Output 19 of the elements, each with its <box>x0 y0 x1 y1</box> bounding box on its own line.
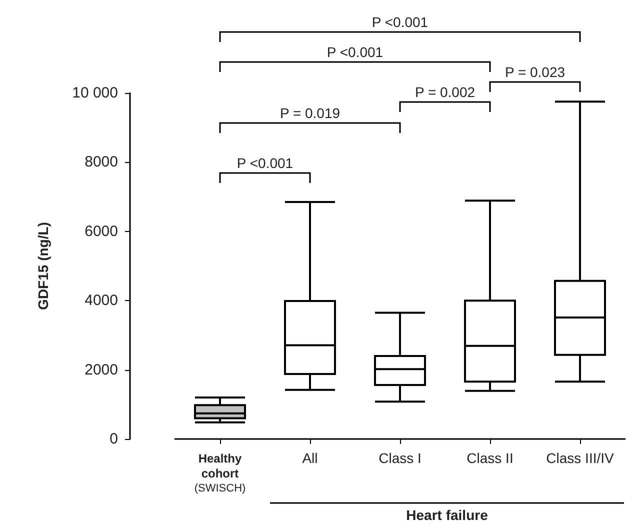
y-tick-label: 0 <box>110 430 118 448</box>
y-tick-label: 10 000 <box>72 84 118 102</box>
y-tick-label: 2000 <box>84 361 118 378</box>
text: P <0.001 <box>326 44 384 60</box>
x-tick-label: Healthy cohort (SWISCH) <box>194 452 246 494</box>
annotation: P <0.001 <box>236 155 294 171</box>
y-tick-label: 4000 <box>84 292 118 310</box>
text: P = 0.023 <box>504 64 566 80</box>
x-tick-label: Class II <box>466 450 514 466</box>
x-tick-label: Class III/IV <box>546 450 614 466</box>
x-tick-label: Class I <box>378 450 422 466</box>
text: P <0.001 <box>372 14 428 30</box>
text: Heart failure <box>406 507 488 523</box>
x-tick-label: All <box>302 450 318 466</box>
annotation: P = 0.019 <box>280 105 340 121</box>
y-axis-title: GDF15 (ng/L) <box>35 222 51 310</box>
y-tick-label: 6000 <box>84 222 118 240</box>
annotation: P = 0.002 <box>414 84 476 100</box>
y-tick-label: 8000 <box>84 154 118 171</box>
